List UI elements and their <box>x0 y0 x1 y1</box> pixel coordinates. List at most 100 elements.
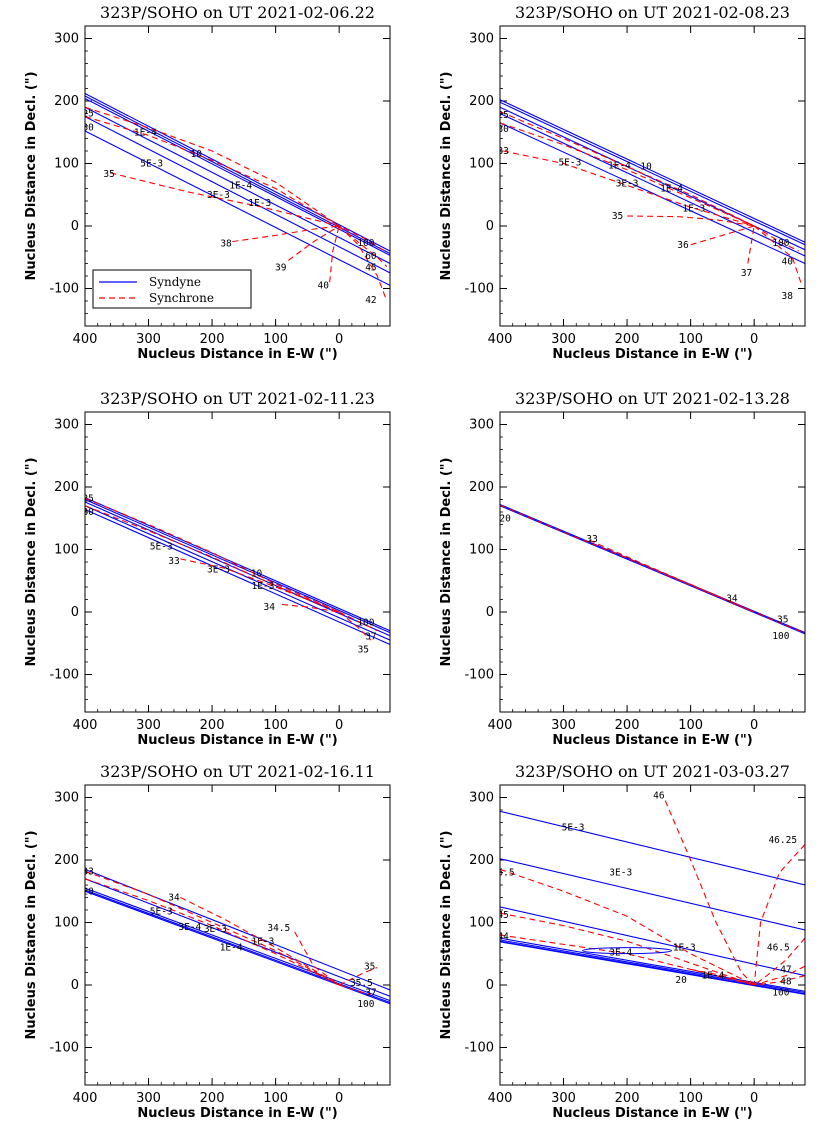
plot-area: 25 30 5E-3 33 3E-3 10 1E-3 34 100 37 35 <box>82 493 390 656</box>
synchrone-line <box>85 870 340 986</box>
legend-box <box>92 269 252 309</box>
syndyne-line <box>85 98 390 256</box>
synchrone-line <box>85 505 340 613</box>
legend-syndyne-label: Syndyne <box>149 275 201 289</box>
synchrone-line <box>85 497 340 613</box>
curve-label: 3E-4 <box>178 922 201 933</box>
curve-label: 46 <box>653 791 665 802</box>
curve-label: 35.5 <box>350 978 373 989</box>
y-tick-label: 300 <box>469 791 494 806</box>
synchrone-line <box>85 116 340 227</box>
curve-label: 1E-4 <box>701 971 724 982</box>
syndyne-line <box>85 116 390 274</box>
syndyne-line <box>500 113 805 257</box>
curve-label: 100 <box>357 618 374 629</box>
synchrone-line <box>753 844 805 986</box>
legend: Syndyne Synchrone <box>92 269 252 309</box>
syndyne-line <box>500 906 805 977</box>
x-axis-label: Nucleus Distance in E-W (") <box>137 1106 337 1121</box>
synchrone-line <box>503 150 755 227</box>
panel-title: 323P/SOHO on UT 2021-02-11.23 <box>100 389 375 408</box>
curve-label: 5E-3 <box>562 823 585 834</box>
synchrone-line <box>110 172 386 252</box>
curve-label: 33 <box>586 534 597 545</box>
syndyne-line <box>85 505 390 641</box>
curve-label: 5E-3 <box>558 157 581 168</box>
syndyne-line <box>500 99 805 243</box>
curve-label: 1E-3 <box>673 943 696 954</box>
syndyne-line <box>85 106 390 264</box>
y-tick-label: 100 <box>469 157 494 172</box>
y-tick-label: 100 <box>54 157 79 172</box>
synchrone-line <box>232 225 340 243</box>
curve-label: 46.25 <box>768 835 797 846</box>
curve-label: 37 <box>365 631 376 642</box>
y-axis-label: Nucleus Distance in Decl. (") <box>439 71 454 280</box>
x-tick-label: 0 <box>750 718 758 733</box>
x-tick-label: 400 <box>73 1091 98 1106</box>
y-tick-label: 300 <box>469 32 494 47</box>
curve-label: 5E-3 <box>150 906 173 917</box>
y-tick-label: 0 <box>486 978 494 993</box>
curve-label: 1E-3 <box>682 204 705 215</box>
x-axis-label: Nucleus Distance in E-W (") <box>552 1106 752 1121</box>
curve-label: 100 <box>357 999 374 1010</box>
y-tick-label: 100 <box>469 543 494 558</box>
curve-label: 3E-3 <box>609 868 632 879</box>
plot-frame <box>499 25 806 327</box>
syndyne-line <box>85 887 390 1002</box>
syndyne-line <box>500 810 805 886</box>
curve-label: 100 <box>357 238 374 249</box>
x-tick-label: 400 <box>73 718 98 733</box>
curve-label: 25 <box>82 493 93 504</box>
syndyne-line <box>500 122 805 264</box>
synchrone-line <box>288 225 340 261</box>
x-tick-label: 200 <box>200 1091 225 1106</box>
curve-label: 100 <box>772 988 789 999</box>
curve-label: 1E-4 <box>608 160 631 171</box>
syndyne-line <box>500 106 805 251</box>
curve-label: 3E-3 <box>207 190 230 201</box>
synchrone-line <box>85 106 340 227</box>
curve-label: 5E-3 <box>140 159 163 170</box>
y-tick-label: 100 <box>469 916 494 931</box>
synchrone-line <box>627 215 755 227</box>
syndyne-line <box>500 941 805 995</box>
x-tick-label: 400 <box>488 718 513 733</box>
curve-label: 44 <box>497 931 509 942</box>
curve-label: 25 <box>497 110 508 121</box>
y-tick-label: 0 <box>71 978 79 993</box>
y-axis-label: Nucleus Distance in Decl. (") <box>24 830 39 1039</box>
synchrone-line <box>338 984 372 995</box>
curve-label: 35 <box>777 615 788 626</box>
syndyne-line <box>85 95 390 254</box>
curve-label: 1E-4 <box>134 127 157 138</box>
curve-label: 33 <box>168 556 179 567</box>
curve-label: 47 <box>780 964 791 975</box>
curve-label: 1E-3 <box>251 581 274 592</box>
y-tick-label: -100 <box>464 1041 494 1056</box>
synchrone-line <box>338 225 388 268</box>
y-tick-label: 300 <box>54 418 79 433</box>
y-tick-label: 300 <box>469 418 494 433</box>
synchrone-line <box>690 968 755 986</box>
x-tick-label: 100 <box>263 718 288 733</box>
x-tick-label: 0 <box>750 332 758 347</box>
y-tick-label: 200 <box>469 480 494 495</box>
synchrone-line <box>500 111 755 227</box>
plot-frame <box>84 25 391 327</box>
curve-label: 60 <box>365 251 377 262</box>
syndyne-line <box>85 497 390 632</box>
plot-area: 253035101E-45E-31E-43E-31E-3383940100604… <box>85 93 390 306</box>
y-tick-label: 100 <box>54 543 79 558</box>
x-tick-label: 300 <box>136 1091 161 1106</box>
syndyne-line <box>85 498 390 634</box>
panel-title: 323P/SOHO on UT 2021-02-08.23 <box>515 3 790 22</box>
x-axis-label: Nucleus Distance in E-W (") <box>137 733 337 748</box>
curve-label: 37 <box>741 268 752 279</box>
